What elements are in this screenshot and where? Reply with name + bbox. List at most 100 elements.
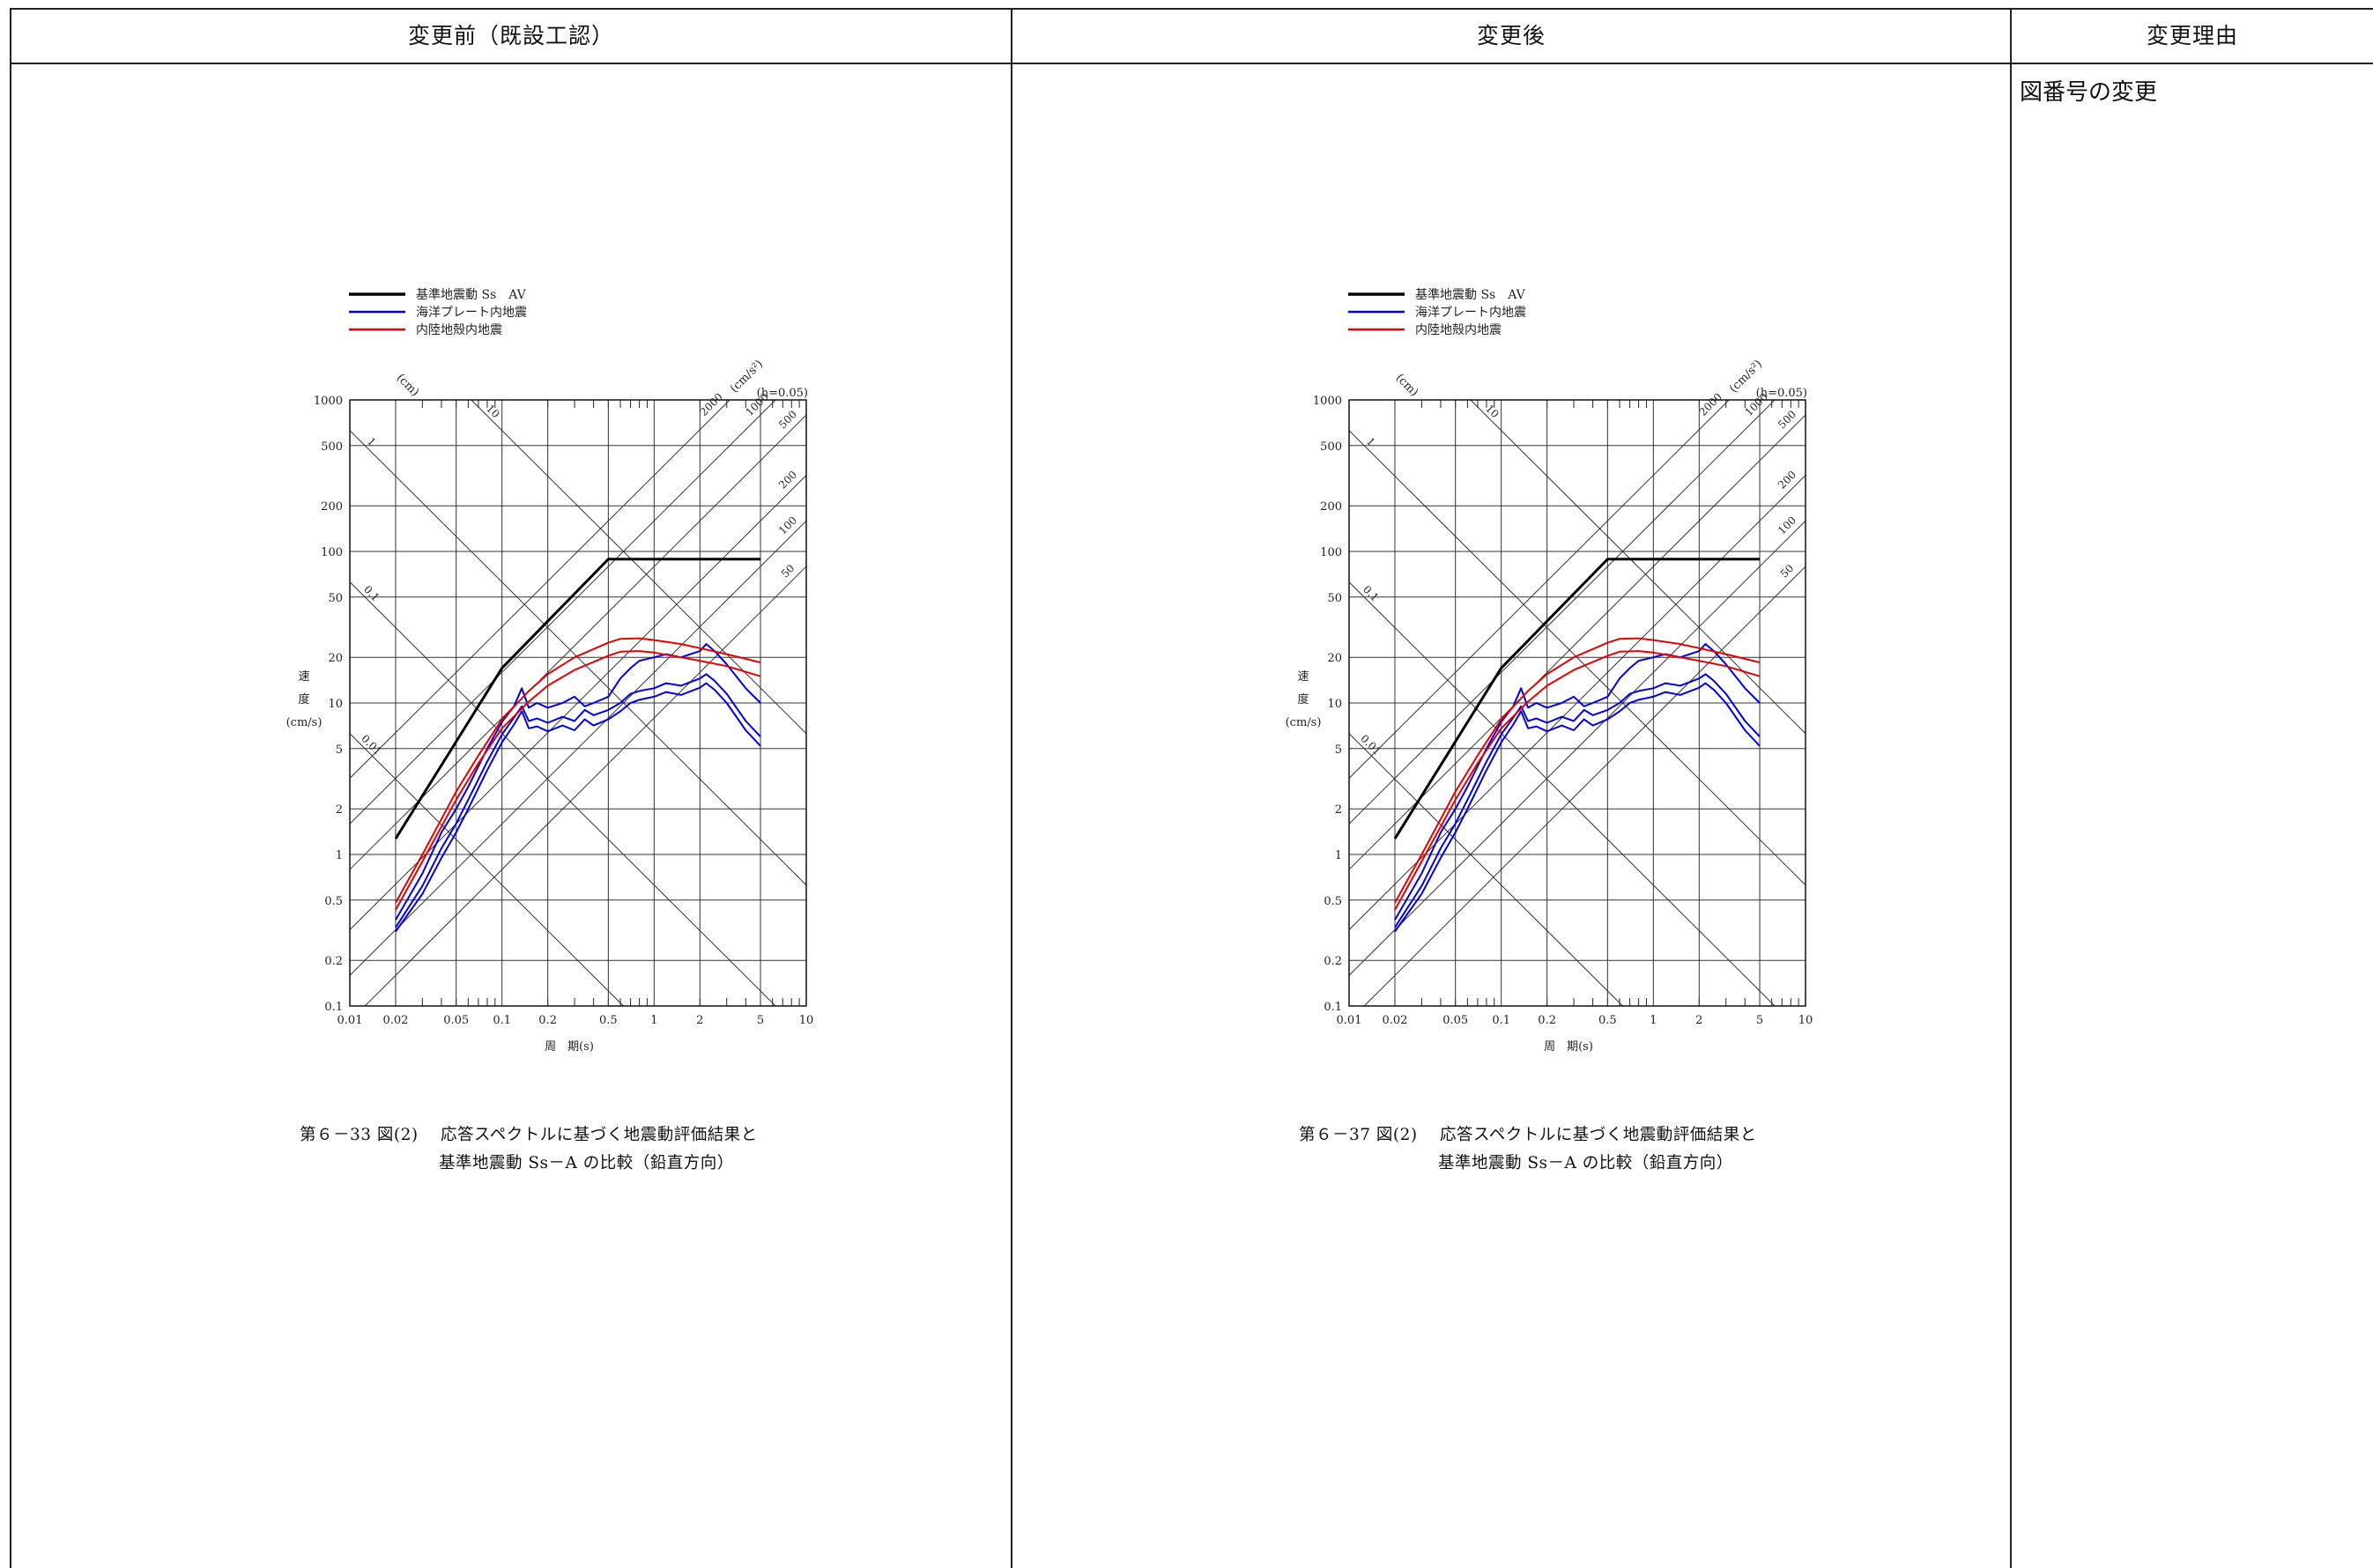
y-tick-label: 1000 <box>1313 395 1342 408</box>
y-axis-label: 速 <box>1297 670 1309 684</box>
header-divider <box>10 63 2373 64</box>
displacement-label: 1 <box>1364 435 1377 448</box>
series-line <box>395 673 761 928</box>
y-axis-label: 度 <box>298 692 309 706</box>
y-tick-label: 0.1 <box>324 1001 343 1014</box>
acceleration-line <box>1348 399 1776 825</box>
plot-group: 0.01 0.02 0.05 0.1 0.2 0.5 1 2 5 100.10.20.512510… <box>1286 287 1813 1054</box>
plot-group: 0.01 0.02 0.05 0.1 0.2 0.5 1 2 5 100.10.20.512510… <box>286 287 814 1054</box>
figure-caption-line1: 第６－37 図(2) 応答スペクトルに基づく地震動評価結果と <box>1299 1126 1757 1144</box>
y-tick-label: 50 <box>328 592 343 605</box>
y-tick-label: 0.1 <box>1324 1001 1342 1014</box>
y-axis-unit-label: (cm/s) <box>1286 716 1322 729</box>
displacement-line <box>471 399 807 735</box>
displacement-line <box>1470 399 1806 735</box>
x-tick-label: 2 <box>1695 1014 1702 1027</box>
x-tick-label: 5 <box>757 1014 764 1027</box>
x-tick-label: 0.1 <box>1492 1014 1510 1027</box>
displacement-label: 0.1 <box>361 583 382 603</box>
y-tick-label: 10 <box>1327 698 1342 711</box>
column-divider-1 <box>1011 8 1012 1568</box>
x-tick-label: 0.2 <box>1538 1014 1556 1027</box>
displacement-line <box>1348 733 1623 1007</box>
acceleration-line <box>1348 399 1730 779</box>
chart-panel-after: 0.01 0.02 0.05 0.1 0.2 0.5 1 2 5 10 0.1 0.2 0.5 1 2 5 10… <box>1281 264 1813 1172</box>
plot-frame <box>349 399 807 1007</box>
header-reason: 変更理由 <box>2146 23 2238 48</box>
y-tick-label: 20 <box>1327 652 1342 665</box>
column-divider-2 <box>2010 8 2012 1568</box>
damping-label: (h=0.05) <box>757 387 808 400</box>
y-tick-label: 0.5 <box>1324 895 1342 908</box>
y-axis-unit-label: (cm/s) <box>286 716 323 729</box>
response-spectrum-chart-before: 0.01 0.02 0.05 0.1 0.2 0.5 1 2 5 100.10.20.512510… <box>286 287 814 1054</box>
displacement-label: 10 <box>484 403 502 421</box>
y-tick-label: 500 <box>321 440 343 454</box>
x-tick-label: 0.02 <box>383 1014 409 1027</box>
figure-caption-line2: 基準地震動 Ss－A の比較（鉛直方向） <box>439 1154 734 1172</box>
y-tick-label: 1 <box>1335 849 1342 862</box>
comparison-table <box>10 8 2373 1568</box>
series-line <box>1393 558 1760 839</box>
series-line <box>395 637 761 904</box>
figure-caption-line1: 第６－33 図(2) 応答スペクトルに基づく地震動評価結果と <box>300 1126 758 1144</box>
y-tick-label: 100 <box>1320 546 1342 559</box>
y-tick-label: 1 <box>336 849 343 862</box>
x-tick-label: 1 <box>1650 1014 1657 1027</box>
response-spectrum-chart-after: 0.01 0.02 0.05 0.1 0.2 0.5 1 2 5 100.10.20.512510… <box>1286 287 1813 1054</box>
x-tick-label: 5 <box>1756 1014 1763 1027</box>
acceleration-line <box>1348 520 1806 976</box>
x-tick-label: 0.5 <box>1598 1014 1617 1027</box>
series-line <box>1394 643 1761 921</box>
series-line <box>1394 682 1761 933</box>
displacement-line <box>1348 430 1806 886</box>
displacement-label: 10 <box>1483 403 1502 421</box>
y-tick-label: 0.2 <box>1324 955 1342 968</box>
x-tick-label: 0.05 <box>443 1014 469 1027</box>
chart-panel-before: 0.01 0.02 0.05 0.1 0.2 0.5 1 2 5 10 0.1 0.2 0.5 1 2 5 10… <box>282 264 814 1172</box>
figure-caption-line2: 基準地震動 Ss－A の比較（鉛直方向） <box>1438 1154 1733 1172</box>
y-tick-label: 200 <box>1320 500 1342 514</box>
x-tick-label: 2 <box>696 1014 703 1027</box>
series-line <box>1394 673 1761 928</box>
y-tick-label: 2 <box>336 803 343 817</box>
header-before: 変更前（既設工認） <box>407 23 614 48</box>
y-tick-label: 0.5 <box>324 895 343 908</box>
legend-label: 基準地震動 Ss AV <box>1415 287 1526 302</box>
x-tick-label: 10 <box>1798 1014 1813 1027</box>
y-axis-label: 速 <box>298 670 309 684</box>
acceleration-label: 200 <box>1776 469 1798 492</box>
x-tick-label: 0.01 <box>337 1014 363 1027</box>
acceleration-line <box>1363 566 1806 1007</box>
series-line <box>1394 650 1761 911</box>
displacement-label: 1 <box>365 435 378 448</box>
x-tick-label: 0.05 <box>1442 1014 1468 1027</box>
acceleration-line <box>1348 414 1806 870</box>
acceleration-label: 100 <box>776 514 799 536</box>
displacement-line <box>1348 581 1776 1007</box>
acceleration-label: 200 <box>776 469 799 492</box>
acceleration-line <box>349 399 776 825</box>
series-line <box>395 682 761 933</box>
y-tick-label: 0.2 <box>324 955 343 968</box>
legend-label: 海洋プレート内地震 <box>1415 306 1526 320</box>
legend-label: 基準地震動 Ss AV <box>416 287 527 302</box>
damping-label: (h=0.05) <box>1756 387 1807 400</box>
acceleration-label: 2000 <box>698 390 725 418</box>
y-tick-label: 500 <box>1320 440 1342 454</box>
x-axis-label: 周 期(s) <box>545 1040 594 1054</box>
y-tick-label: 200 <box>321 500 343 514</box>
acceleration-label: 2000 <box>1697 390 1724 418</box>
series-line <box>1394 637 1761 904</box>
displacement-label: 0.1 <box>1361 583 1381 603</box>
x-tick-label: 0.2 <box>538 1014 557 1027</box>
series-line <box>394 558 760 839</box>
displacement-unit-label: (cm) <box>1393 372 1421 400</box>
y-tick-label: 10 <box>328 698 343 711</box>
y-tick-label: 2 <box>1335 803 1342 817</box>
series-line <box>395 643 761 921</box>
y-tick-label: 5 <box>1335 743 1342 757</box>
legend-label: 内陸地殻内地震 <box>1415 323 1502 337</box>
reason-text: 図番号の変更 <box>2020 79 2158 106</box>
